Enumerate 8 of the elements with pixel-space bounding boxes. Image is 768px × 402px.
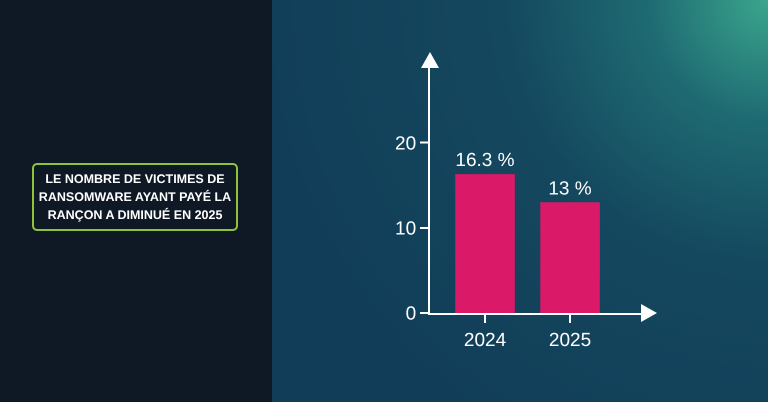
y-tick-label: 10 bbox=[395, 218, 416, 240]
x-tick-label: 2025 bbox=[548, 330, 592, 351]
data-label: 16.3 % bbox=[455, 150, 515, 172]
y-tick-label: 0 bbox=[406, 304, 416, 325]
y-tick-label: 20 bbox=[395, 133, 416, 154]
x-tick-label: 2024 bbox=[464, 330, 507, 351]
data-label: 13 % bbox=[548, 178, 592, 200]
text: LE NOMBRE DE VICTIMES DE RANSOMWARE AYANT PAYÉ LA RANÇON A DIMINUÉ EN 2025 bbox=[32, 163, 238, 231]
